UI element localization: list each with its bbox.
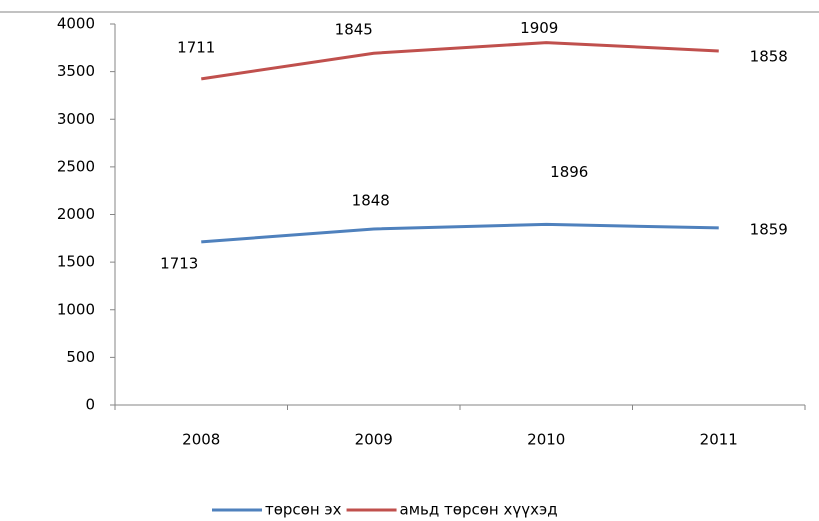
data-label: 1713 [160, 254, 198, 272]
y-tick-label: 1500 [57, 253, 95, 271]
legend-label: төрсөн эх [265, 501, 342, 519]
y-tick-label: 500 [66, 348, 95, 366]
y-tick-label: 4000 [57, 15, 95, 33]
data-label: 1858 [750, 47, 788, 65]
data-label: 1845 [335, 21, 373, 39]
line [201, 222, 719, 244]
data-label: 1909 [520, 19, 558, 37]
x-tick-label: 2009 [355, 431, 393, 449]
y-tick-label: 3500 [57, 62, 95, 80]
y-tick-label: 2000 [57, 205, 95, 223]
x-tick-label: 2008 [182, 431, 220, 449]
x-tick-label: 2011 [700, 431, 738, 449]
y-tick-label: 1000 [57, 300, 95, 318]
data-label: 1859 [750, 220, 788, 238]
x-tick-label: 2010 [527, 431, 565, 449]
y-tick-label: 3000 [57, 110, 95, 128]
y-tick-label: 2500 [57, 157, 95, 175]
legend-label: амьд төрсөн хүүхэд [400, 501, 558, 519]
line [201, 41, 719, 81]
data-label: 1848 [352, 191, 390, 209]
y-tick-label: 0 [85, 396, 95, 414]
data-label: 1896 [550, 163, 588, 181]
data-label: 1711 [177, 38, 215, 56]
